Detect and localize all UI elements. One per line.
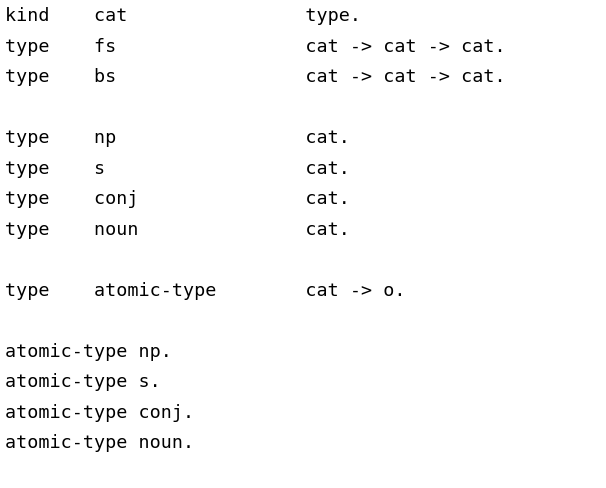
Text: kind    cat                type.: kind cat type. — [5, 7, 361, 25]
Text: type    fs                 cat -> cat -> cat.: type fs cat -> cat -> cat. — [5, 38, 505, 56]
Text: type    noun               cat.: type noun cat. — [5, 221, 350, 239]
Text: type    atomic-type        cat -> o.: type atomic-type cat -> o. — [5, 282, 405, 300]
Text: type    s                  cat.: type s cat. — [5, 160, 350, 178]
Text: atomic-type s.: atomic-type s. — [5, 373, 161, 391]
Text: type    conj               cat.: type conj cat. — [5, 190, 350, 208]
Text: type    np                 cat.: type np cat. — [5, 129, 350, 147]
Text: atomic-type conj.: atomic-type conj. — [5, 404, 194, 422]
Text: atomic-type np.: atomic-type np. — [5, 343, 171, 361]
Text: atomic-type noun.: atomic-type noun. — [5, 434, 194, 452]
Text: type    bs                 cat -> cat -> cat.: type bs cat -> cat -> cat. — [5, 68, 505, 86]
